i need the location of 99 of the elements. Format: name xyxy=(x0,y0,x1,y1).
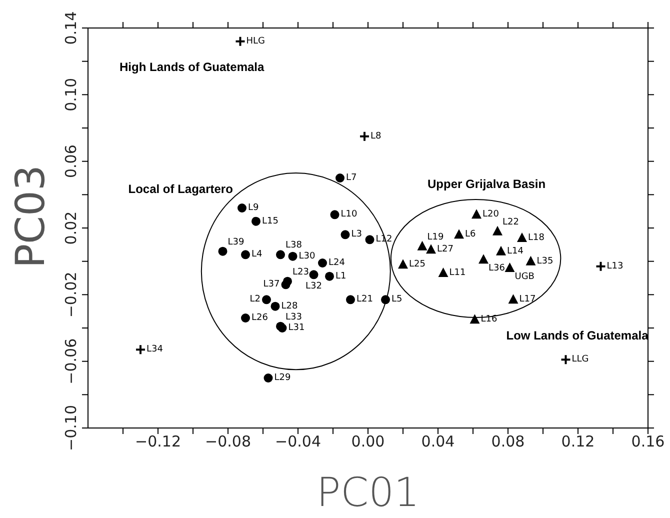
point xyxy=(492,226,502,236)
point xyxy=(595,260,606,272)
data-label: L38 xyxy=(286,240,302,251)
data-label: L18 xyxy=(528,233,545,243)
point xyxy=(241,314,250,322)
x-tick-label: −0.04 xyxy=(275,432,321,451)
data-label: L22 xyxy=(502,217,519,228)
data-label: L37 xyxy=(263,280,280,290)
data-label: L28 xyxy=(281,301,298,312)
data-label: L20 xyxy=(482,210,500,220)
data-label: L19 xyxy=(427,232,444,242)
data-label: L39 xyxy=(228,237,244,248)
point xyxy=(526,256,536,266)
point xyxy=(276,250,285,260)
data-label: L26 xyxy=(252,313,268,323)
point xyxy=(478,254,488,264)
y-tick-label: −0.06 xyxy=(62,338,80,384)
x-tick-label: −0.12 xyxy=(135,432,181,451)
data-label: L24 xyxy=(328,258,346,268)
x-tick-label: 0.00 xyxy=(351,432,385,451)
data-label: L36 xyxy=(488,264,506,274)
data-label: L30 xyxy=(298,251,316,262)
y-tick-label: 0.06 xyxy=(62,144,80,178)
data-label: L17 xyxy=(519,294,536,305)
point xyxy=(264,374,273,382)
data-label: L35 xyxy=(536,256,554,266)
point xyxy=(288,252,298,261)
point xyxy=(238,204,246,212)
data-label: L33 xyxy=(286,312,302,322)
data-label: L23 xyxy=(292,267,309,278)
data-label: L5 xyxy=(392,294,402,305)
y-tick-label: 0.10 xyxy=(62,78,80,112)
data-label: L29 xyxy=(274,373,291,383)
x-tick-label: 0.16 xyxy=(631,432,665,451)
annotation: Low Lands of Guatemala xyxy=(506,328,649,343)
data-label: L34 xyxy=(146,344,164,355)
point xyxy=(454,229,464,239)
data-label: L32 xyxy=(306,282,322,292)
data-label: L16 xyxy=(480,314,498,325)
point xyxy=(504,262,515,272)
point xyxy=(336,174,344,182)
y-tick-label: 0.14 xyxy=(62,11,80,45)
data-label: L8 xyxy=(370,131,382,142)
data-label: L15 xyxy=(262,216,278,226)
data-label: L21 xyxy=(356,294,373,305)
y-axis-title: PC03 xyxy=(8,165,54,268)
annotation: Upper Grijalva Basin xyxy=(428,176,546,191)
point xyxy=(252,216,260,226)
data-label: L13 xyxy=(606,261,624,272)
point xyxy=(560,354,572,366)
x-tick-label: −0.08 xyxy=(205,432,251,451)
data-label: L27 xyxy=(437,244,454,255)
point xyxy=(508,294,518,304)
y-tick-label: −0.02 xyxy=(62,272,80,318)
data-label: L1 xyxy=(336,271,346,282)
x-tick-label: 0.04 xyxy=(421,432,455,451)
point xyxy=(417,240,428,250)
point xyxy=(517,232,527,242)
point xyxy=(398,259,408,269)
point xyxy=(234,36,246,47)
data-label: L7 xyxy=(346,173,357,183)
x-axis-title: PC01 xyxy=(316,470,420,516)
data-label: L2 xyxy=(250,294,260,305)
y-tick-label: −0.10 xyxy=(62,405,80,451)
data-label: L25 xyxy=(409,260,426,270)
data-label: L9 xyxy=(248,203,260,213)
data-label: L4 xyxy=(252,250,263,260)
data-label: L31 xyxy=(288,323,305,333)
data-label: HLG xyxy=(246,36,266,46)
x-tick-label: 0.08 xyxy=(491,432,525,451)
point xyxy=(325,272,334,281)
point xyxy=(241,250,250,260)
point xyxy=(496,246,506,256)
point xyxy=(359,130,370,142)
data-label: L11 xyxy=(449,268,466,278)
point xyxy=(318,258,327,268)
point xyxy=(270,302,280,311)
data-label: L3 xyxy=(351,230,362,240)
point xyxy=(330,210,340,220)
point xyxy=(438,268,448,277)
annotation: Local of Lagartero xyxy=(128,182,233,196)
point xyxy=(472,209,482,219)
y-tick-label: 0.02 xyxy=(62,211,80,245)
point xyxy=(426,244,436,254)
point xyxy=(365,235,374,244)
point xyxy=(340,230,350,240)
point xyxy=(262,295,271,304)
point xyxy=(309,270,318,280)
x-tick-label: 0.12 xyxy=(561,432,595,451)
point xyxy=(281,280,290,290)
annotation: High Lands of Guatemala xyxy=(120,60,265,74)
data-label: L6 xyxy=(465,230,476,240)
data-label: L14 xyxy=(507,246,524,256)
data-label: LLG xyxy=(572,354,589,365)
data-label: UGB xyxy=(514,272,534,282)
data-label: L10 xyxy=(340,210,358,220)
point xyxy=(218,246,228,256)
point xyxy=(135,344,146,356)
point xyxy=(346,295,355,304)
